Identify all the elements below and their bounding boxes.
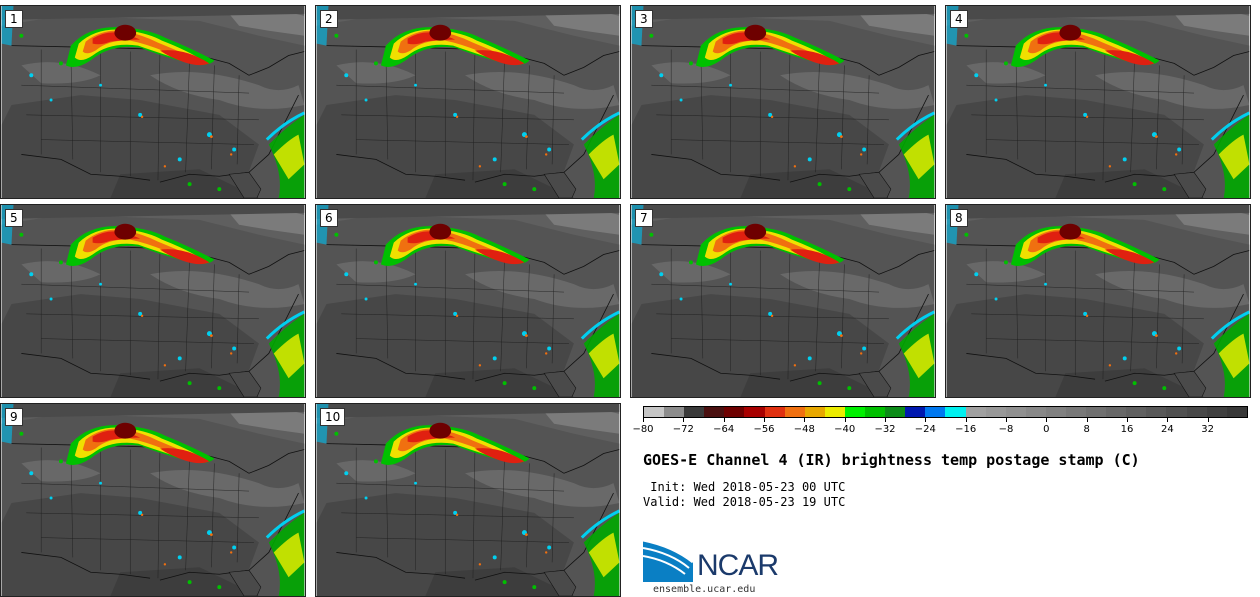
colorbar-swatch (965, 407, 986, 417)
colorbar-tick (643, 418, 644, 422)
map-panel-6: 6 (315, 204, 621, 398)
colorbar-tick (723, 418, 725, 422)
map-panel-10: 10 (315, 403, 621, 597)
valid-time: Valid: Wed 2018-05-23 19 UTC (643, 495, 846, 509)
ensemble-url: ensemble.ucar.edu (653, 584, 756, 595)
colorbar-tick (965, 418, 967, 422)
colorbar-tickmarks (643, 418, 1248, 422)
colorbar-swatch (985, 407, 1006, 417)
colorbar-swatch (1025, 407, 1046, 417)
colorbar-tick-label: 32 (1201, 424, 1215, 435)
colorbar-tick-label: −40 (834, 424, 856, 435)
colorbar-swatch (644, 407, 665, 417)
colorbar-tick-label: 8 (1083, 424, 1090, 435)
colorbar-swatch (1065, 407, 1087, 417)
colorbar-tick-label: −80 (632, 424, 654, 435)
colorbar-swatch (1005, 407, 1026, 417)
map-panel-8: 8 (945, 204, 1251, 398)
map-image (1, 6, 305, 198)
map-image (631, 6, 935, 198)
map-panel-7: 7 (630, 204, 936, 398)
colorbar-tick (1006, 418, 1007, 422)
colorbar-tick (925, 418, 927, 422)
map-panel-9: 9 (0, 403, 306, 597)
colorbar-swatch (1166, 407, 1187, 417)
map-panel-1: 1 (0, 5, 306, 199)
colorbar-tick (1127, 418, 1128, 422)
map-image (946, 6, 1250, 198)
colorbar-swatch (664, 407, 685, 417)
colorbar-swatch (764, 407, 785, 417)
colorbar-tick-label: −24 (914, 424, 936, 435)
colorbar-tick-label: −64 (713, 424, 735, 435)
colorbar (643, 406, 1248, 418)
ncar-logo-icon (643, 540, 694, 582)
colorbar-tick-label: −48 (793, 424, 815, 435)
colorbar-swatch (865, 407, 886, 417)
panel-label: 1 (5, 10, 23, 28)
map-image (316, 6, 620, 198)
colorbar-tick-label: −32 (874, 424, 896, 435)
colorbar-swatch (744, 407, 765, 417)
map-panel-4: 4 (945, 5, 1251, 199)
colorbar-tick-label: 16 (1120, 424, 1134, 435)
colorbar-tick-label: −8 (998, 424, 1014, 435)
map-panel-5: 5 (0, 204, 306, 398)
panel-label: 7 (635, 209, 653, 227)
panel-label: 10 (320, 408, 346, 426)
map-image (946, 205, 1250, 397)
colorbar-swatch (1186, 407, 1207, 417)
colorbar-swatch (1045, 407, 1066, 417)
map-image (1, 404, 305, 596)
colorbar-swatch (1226, 407, 1247, 417)
colorbar-tick (1086, 418, 1088, 422)
init-time: Init: Wed 2018-05-23 00 UTC (643, 480, 846, 494)
colorbar-tick (683, 418, 685, 422)
colorbar-tick (1167, 418, 1169, 422)
colorbar-swatch (1126, 407, 1147, 417)
colorbar-tick (804, 418, 806, 422)
ncar-logo-text: NCAR (697, 549, 779, 582)
colorbar-swatch (1086, 407, 1107, 417)
map-image (631, 205, 935, 397)
map-image (1, 205, 305, 397)
colorbar-tick (1046, 418, 1048, 422)
colorbar-swatch (724, 407, 745, 417)
colorbar-swatch (945, 407, 966, 417)
colorbar-swatch (925, 407, 946, 417)
colorbar-tick-label: −16 (955, 424, 977, 435)
colorbar-tick-label: −56 (753, 424, 775, 435)
panel-label: 3 (635, 10, 653, 28)
colorbar-swatch (784, 407, 805, 417)
colorbar-swatch (1146, 407, 1167, 417)
panel-label: 4 (950, 10, 968, 28)
panel-label: 2 (320, 10, 338, 28)
panel-label: 6 (320, 209, 338, 227)
map-image (316, 404, 620, 596)
panel-label: 9 (5, 408, 23, 426)
panel-label: 8 (950, 209, 968, 227)
map-image (316, 205, 620, 397)
colorbar-tick-labels: −80 −72 −64 −56 −48 −40 −32 −24 −16 −8 0 8 16 24 32 (632, 424, 1248, 438)
map-panel-2: 2 (315, 5, 621, 199)
colorbar-tick (1207, 418, 1209, 422)
colorbar-swatch (824, 407, 845, 417)
colorbar-swatch (905, 407, 926, 417)
colorbar-tick-label: 24 (1160, 424, 1174, 435)
colorbar-swatch (684, 407, 705, 417)
colorbar-swatch (804, 407, 825, 417)
colorbar-swatch (885, 407, 906, 417)
map-panel-3: 3 (630, 5, 936, 199)
colorbar-tick-label: 0 (1043, 424, 1050, 435)
colorbar-swatch (1206, 407, 1227, 417)
colorbar-tick (885, 418, 886, 422)
colorbar-swatch (844, 407, 866, 417)
colorbar-swatch (1106, 407, 1127, 417)
chart-title: GOES-E Channel 4 (IR) brightness temp po… (643, 451, 1140, 469)
colorbar-tick (764, 418, 765, 422)
panel-label: 5 (5, 209, 23, 227)
colorbar-tick (844, 418, 846, 422)
colorbar-tick-label: −72 (672, 424, 694, 435)
colorbar-swatch (704, 407, 725, 417)
